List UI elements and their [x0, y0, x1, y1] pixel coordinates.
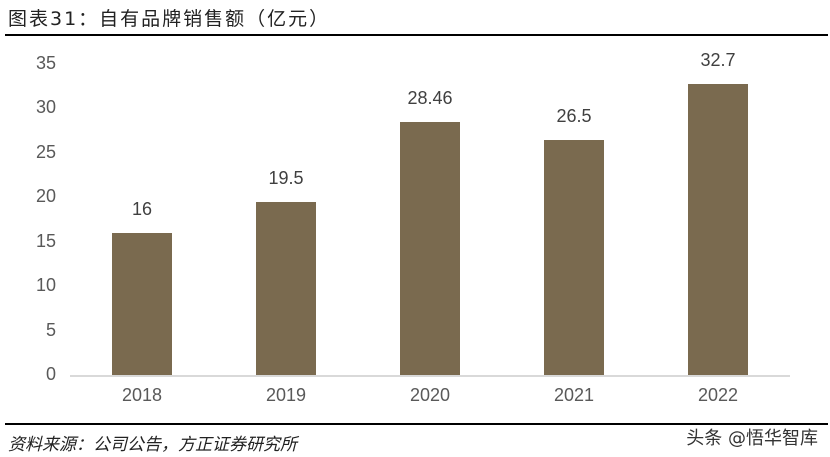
x-tick-label: 2021: [553, 385, 595, 405]
chart-title: 图表31：自有品牌销售额（亿元）: [8, 8, 331, 30]
y-tick-label: 15: [35, 230, 56, 251]
x-tick-label: 2022: [697, 385, 739, 405]
y-tick-label: 10: [35, 275, 56, 296]
watermark: 头条 @悟华智库: [686, 428, 818, 449]
bar-2021: [544, 139, 604, 375]
data-label: 16: [131, 198, 153, 219]
bar-2022: [688, 84, 748, 375]
y-tick-label: 0: [45, 364, 56, 384]
bar-2018: [112, 232, 172, 375]
x-tick-label: 2019: [265, 385, 307, 405]
data-label: 26.5: [556, 105, 592, 126]
data-label: 19.5: [268, 167, 304, 188]
bar-2020: [400, 122, 460, 375]
x-tick-label: 2020: [409, 385, 451, 405]
bar-chart: 0 5 10 15 20 25 30 35 16 2018 19.5 2019 28.46 2020 26.…: [35, 50, 790, 405]
title-divider: [5, 34, 828, 36]
y-tick-label: 25: [35, 141, 56, 162]
y-tick-label: 20: [35, 186, 56, 207]
bar-2019: [256, 201, 316, 375]
y-tick-label: 5: [45, 319, 56, 340]
data-label: 28.46: [407, 88, 453, 109]
source-divider: [5, 423, 828, 425]
x-tick-label: 2018: [121, 385, 163, 405]
x-axis-line: [70, 375, 790, 377]
data-label: 32.7: [700, 50, 736, 71]
y-tick-label: 35: [35, 53, 56, 73]
y-tick-label: 30: [35, 97, 56, 118]
source-note: 资料来源：公司公告，方正证券研究所: [8, 435, 297, 455]
